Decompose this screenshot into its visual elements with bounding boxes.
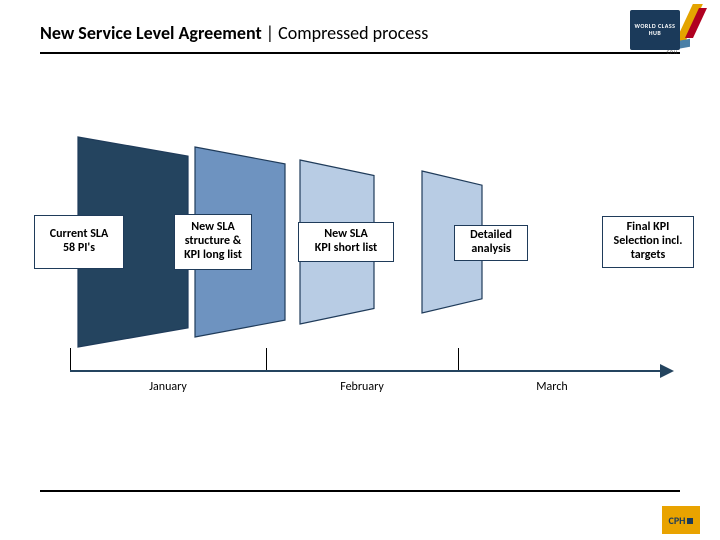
square-icon <box>687 518 693 524</box>
title-main: New Service Level Agreement <box>40 22 262 44</box>
slide: New Service Level Agreement | Compressed… <box>0 0 720 540</box>
stage-box: Current SLA 58 PI's <box>34 215 124 269</box>
logo-text: WORLD CLASS HUB <box>630 23 680 37</box>
footer-logo-text: CPH <box>669 514 686 527</box>
slide-header: New Service Level Agreement | Compressed… <box>40 22 680 44</box>
header-rule <box>40 52 680 54</box>
timeline-month-label: February <box>340 380 384 394</box>
logo-block: WORLD CLASS HUB <box>630 10 680 50</box>
stage-box: New SLA structure & KPI long list <box>174 214 252 270</box>
funnel-diagram: Current SLA 58 PI's New SLA structure & K… <box>0 120 720 370</box>
timeline: January February March <box>70 370 680 410</box>
stage-box: Detailed analysis <box>454 225 528 261</box>
arrow-right-icon <box>660 364 674 378</box>
stage-box: New SLA KPI short list <box>298 222 394 262</box>
timeline-tick <box>266 348 267 370</box>
title-separator: | <box>262 22 278 44</box>
page-title: New Service Level Agreement | Compressed… <box>40 22 680 44</box>
corner-logo: WORLD CLASS HUB CPH <box>630 4 700 64</box>
timeline-tick <box>70 348 71 370</box>
timeline-axis <box>70 370 660 372</box>
timeline-tick <box>458 348 459 370</box>
timeline-month-label: March <box>536 380 567 394</box>
logo-cph: CPH <box>667 50 678 56</box>
footer-rule <box>40 490 680 492</box>
title-sub: Compressed process <box>278 22 428 44</box>
stage-box: Final KPI Selection incl. targets <box>602 216 694 268</box>
footer-logo: CPH <box>662 506 700 534</box>
timeline-month-label: January <box>149 380 187 394</box>
